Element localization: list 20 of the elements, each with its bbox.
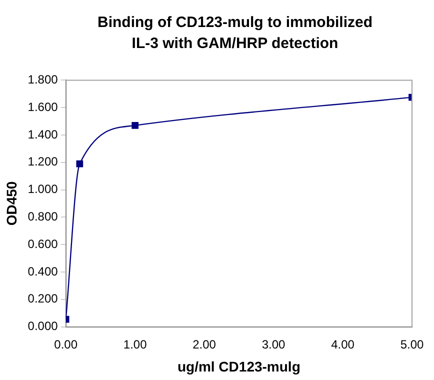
y-tick-label: 0.000 [28, 319, 58, 334]
y-axis-title: OD450 [3, 181, 20, 226]
x-tick-label: 0.00 [54, 337, 78, 352]
y-tick-label: 0.400 [28, 264, 58, 278]
y-tick-label: 1.600 [28, 100, 58, 114]
x-tick-label: 4.00 [331, 337, 355, 352]
x-tick-label: 2.00 [192, 337, 216, 352]
y-tick-label: 1.400 [28, 127, 58, 142]
x-tick-label: 5.00 [400, 337, 424, 352]
y-tick-label: 0.800 [28, 210, 58, 224]
y-tick-label: 0.600 [28, 236, 58, 251]
chart-title: Binding of CD123-mulg to immobilized IL-3 with GAM/HRP detection [96, 13, 374, 54]
y-tick-label: 1.000 [28, 182, 58, 196]
point [132, 122, 138, 129]
x-tick-label: 3.00 [262, 337, 286, 352]
x-axis-title: ug/ml CD123-mulg [177, 358, 300, 374]
x-tick-label: 1.00 [123, 337, 148, 352]
y-tick-label: 0.200 [28, 292, 58, 306]
y-tick-label: 1.200 [28, 154, 58, 169]
y-tick-label: 1.800 [28, 72, 58, 87]
